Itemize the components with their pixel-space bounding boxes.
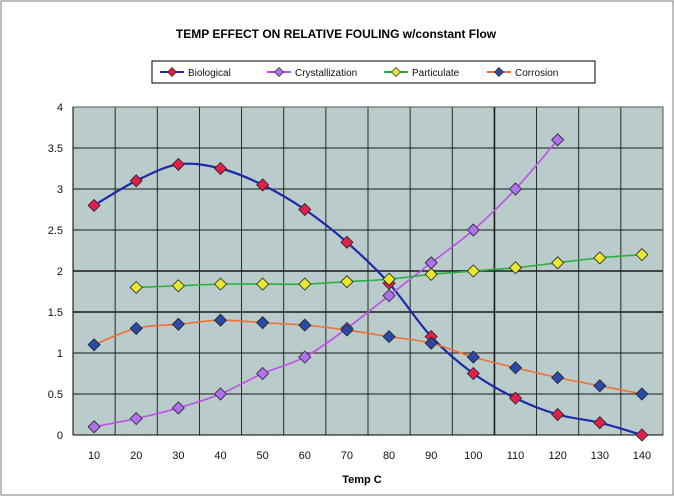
series-biological [87,157,649,442]
x-axis-label: Temp C [342,474,382,486]
x-tick-label: 10 [88,450,100,462]
data-point [424,267,438,281]
legend-marker [167,67,177,77]
data-point [87,198,101,212]
x-tick-label: 60 [299,450,311,462]
data-point [593,416,607,430]
data-point [213,277,228,291]
x-tick-label: 20 [130,450,142,462]
data-point [593,379,607,393]
x-tick-label: 120 [548,450,566,462]
data-point [340,275,354,289]
data-point [551,133,565,147]
legend-marker [274,67,284,77]
data-point [171,279,185,293]
data-point [256,277,270,291]
data-point [129,174,143,188]
legend-box [151,60,596,84]
y-tick-label: 1 [57,348,63,360]
data-point [508,261,523,275]
series-particulate [129,248,649,294]
data-point [340,235,354,249]
data-point [213,313,228,327]
x-tick-label: 80 [383,450,395,462]
data-point [508,182,523,196]
data-point [466,223,480,237]
data-point [508,361,523,375]
data-point [466,350,480,364]
data-point [256,178,270,192]
data-point [466,366,480,381]
data-point [87,420,101,434]
legend-label: Particulate [412,68,460,79]
data-point [382,289,396,303]
data-point [256,316,270,330]
data-point [466,264,480,278]
x-tick-label: 50 [257,450,269,462]
y-tick-label: 3 [57,184,63,196]
data-point [635,248,649,262]
y-tick-label: 3.5 [48,143,63,155]
data-point [298,277,312,291]
data-point [635,387,649,401]
y-tick-label: 0.5 [48,389,63,401]
y-tick-label: 4 [57,102,63,114]
data-point [551,407,565,422]
chart-title: TEMP EFFECT ON RELATIVE FOULING w/consta… [176,27,497,41]
x-tick-label: 140 [633,450,651,462]
data-point [129,280,143,294]
x-tick-label: 70 [341,450,353,462]
legend-label: Crystallization [295,68,357,79]
data-point [551,256,565,270]
y-tick-label: 1.5 [48,307,63,319]
legend-marker [494,67,504,77]
data-point [593,251,607,265]
data-point [87,338,101,352]
data-point [424,336,438,350]
legend-label: Corrosion [515,68,558,79]
data-point [171,317,185,331]
data-point [340,323,354,337]
data-point [635,428,649,442]
x-tick-label: 110 [507,450,525,462]
x-tick-label: 100 [464,450,482,462]
data-point [213,387,228,401]
legend: Biological Crystallization Particulate Corr… [151,60,596,84]
data-point [382,330,396,344]
legend-label: Biological [188,68,231,79]
y-tick-label: 0 [57,430,63,442]
data-point [171,157,185,171]
plot-area: 0 0.5 1 1.5 2 2.5 3 3.5 4 10 20 30 40 50 60 70 80 90 100 11… [48,102,664,462]
data-point [298,350,312,364]
data-point [129,321,143,335]
y-tick-label: 2 [57,266,63,278]
y-tick-label: 2.5 [48,225,63,237]
x-tick-label: 130 [591,450,609,462]
data-point [171,401,185,415]
data-point [298,318,312,332]
data-point [551,371,565,385]
data-point [508,391,523,405]
data-point [129,412,143,426]
x-tick-label: 30 [172,450,184,462]
legend-marker [391,67,401,77]
data-point [382,272,396,286]
series-corrosion [87,313,649,401]
data-point [256,366,270,381]
data-point [213,161,228,176]
data-point [298,202,312,217]
x-tick-label: 40 [214,450,226,462]
x-tick-label: 90 [425,450,437,462]
